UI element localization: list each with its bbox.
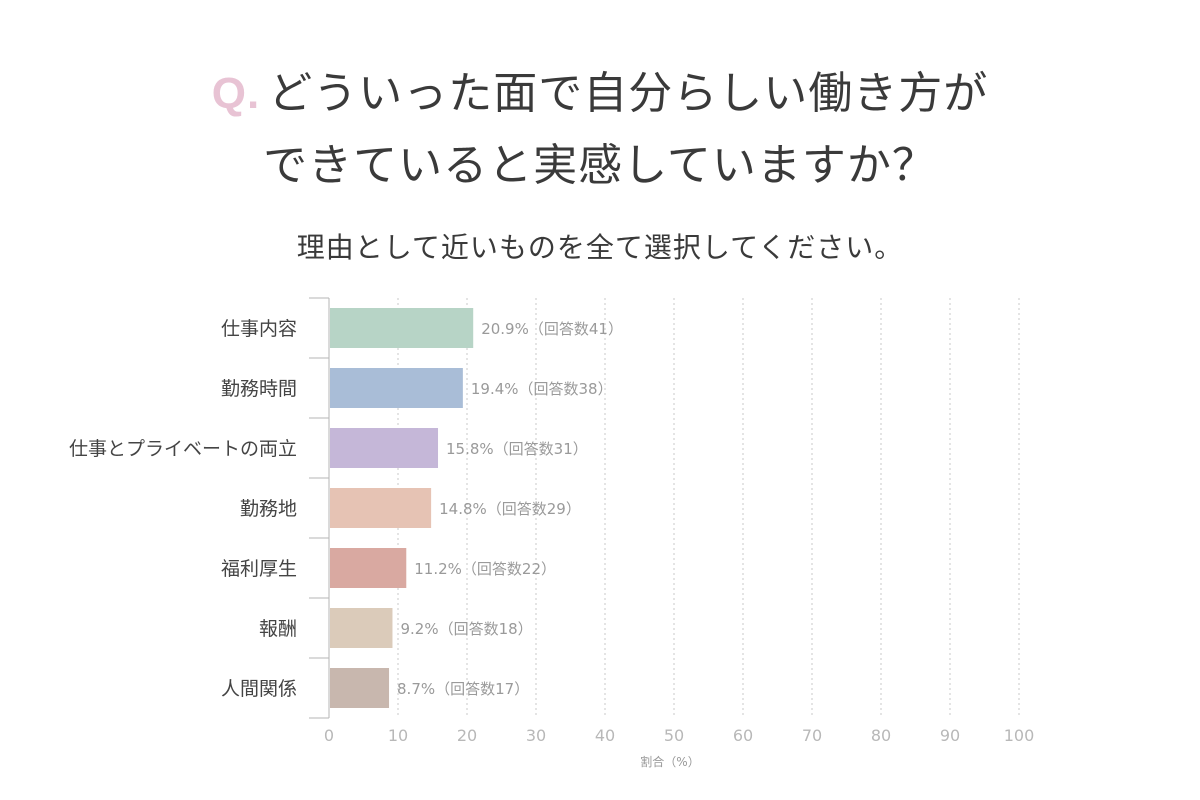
x-tick-label: 10	[388, 726, 408, 745]
x-tick-label: 30	[526, 726, 546, 745]
x-tick-label: 60	[733, 726, 753, 745]
category-label: 人間関係	[221, 678, 297, 700]
bar	[330, 368, 463, 408]
title-line-1: Q. どういった面で自分らしい働き方が	[0, 58, 1200, 130]
category-label: 勤務時間	[221, 378, 297, 400]
title-text-1: どういった面で自分らしい働き方が	[268, 68, 989, 119]
category-label: 仕事とプライベートの両立	[69, 438, 297, 460]
value-label: 15.8%（回答数31）	[446, 440, 588, 458]
x-tick-label: 50	[664, 726, 684, 745]
title-line-2: できていると実感していますか？	[263, 140, 937, 191]
subtitle: 理由として近いものを全て選択してください。	[296, 231, 904, 264]
value-label: 14.8%（回答数29）	[439, 500, 581, 518]
x-tick-label: 0	[324, 726, 334, 745]
category-label: 勤務地	[240, 498, 297, 520]
value-label: 19.4%（回答数38）	[471, 380, 613, 398]
question-mark-q: Q.	[211, 69, 261, 118]
category-label: 福利厚生	[221, 558, 297, 580]
x-tick-label: 90	[940, 726, 960, 745]
value-label: 9.2%（回答数18）	[400, 620, 532, 638]
category-label: 仕事内容	[221, 318, 297, 340]
bar	[330, 488, 432, 528]
x-axis-title: 割合（%）	[640, 754, 699, 769]
question-title: Q. どういった面で自分らしい働き方が できていると実感していますか？	[0, 58, 1200, 202]
value-label: 11.2%（回答数22）	[414, 560, 556, 578]
x-tick-label: 20	[457, 726, 477, 745]
bar	[330, 548, 407, 588]
bar	[330, 668, 390, 708]
bar	[330, 608, 393, 648]
x-tick-label: 40	[595, 726, 615, 745]
category-label: 報酬	[259, 618, 297, 640]
x-tick-label: 100	[1004, 726, 1035, 745]
x-tick-label: 80	[871, 726, 891, 745]
bar	[330, 308, 474, 348]
bar	[330, 428, 439, 468]
value-label: 8.7%（回答数17）	[397, 680, 529, 698]
value-label: 20.9%（回答数41）	[481, 320, 623, 338]
x-tick-label: 70	[802, 726, 822, 745]
